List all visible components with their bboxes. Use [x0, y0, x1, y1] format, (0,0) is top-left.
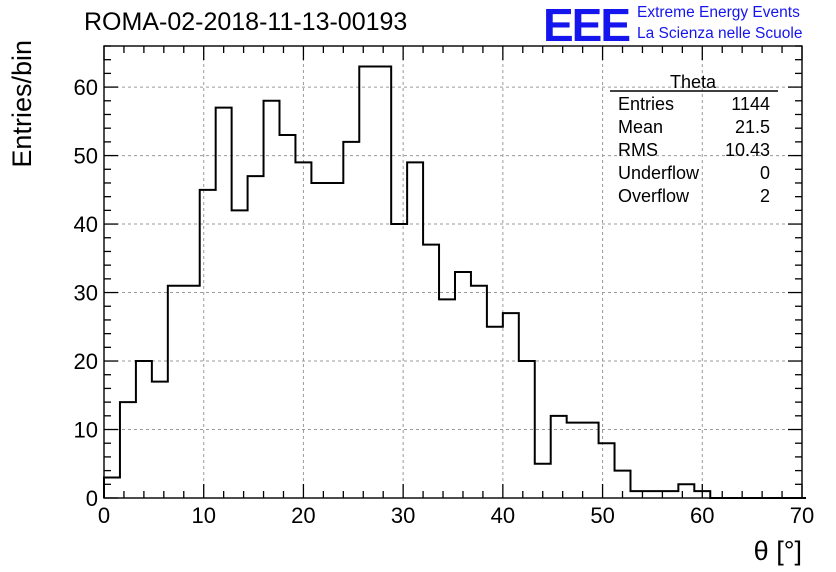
- histogram-bin: [311, 183, 327, 498]
- histogram-bin: [662, 491, 678, 498]
- histogram-bin: [152, 382, 168, 498]
- y-tick-label: 60: [74, 75, 98, 100]
- histogram-bin: [551, 416, 567, 498]
- histogram-outline: [103, 65, 806, 499]
- stats-row-label: Mean: [618, 117, 663, 137]
- y-axis-title: Entries/bin: [7, 40, 37, 168]
- x-tick-label: 10: [191, 503, 215, 528]
- stats-row-label: Overflow: [618, 186, 690, 206]
- histogram-bin: [599, 443, 615, 498]
- run-title: ROMA-02-2018-11-13-00193: [84, 8, 408, 36]
- y-tick-label: 10: [74, 418, 98, 443]
- histogram-bin: [359, 67, 375, 498]
- histogram-bin: [455, 272, 471, 498]
- stats-box: Theta Entries 1144 Mean 21.5 RMS 10.43 Underfl…: [610, 72, 778, 206]
- y-tick-label: 20: [74, 349, 98, 374]
- x-axis-title: θ [°]: [754, 536, 802, 566]
- axis-ticks: [103, 45, 803, 499]
- histogram-bin: [375, 67, 391, 498]
- histogram-bin: [583, 423, 599, 498]
- x-tick-label: 50: [590, 503, 614, 528]
- histogram-bin: [232, 210, 248, 498]
- histogram-bin: [168, 286, 184, 498]
- logo-tagline-1: Extreme Energy Events: [637, 4, 800, 21]
- histogram-bin: [423, 245, 439, 498]
- histogram-bin: [327, 183, 343, 498]
- y-tick-label: 0: [86, 486, 98, 511]
- histogram-bin: [487, 327, 503, 498]
- histogram-bin: [136, 361, 152, 498]
- histogram-bin: [264, 101, 280, 498]
- x-tick-label: 40: [491, 503, 515, 528]
- histogram-bin: [184, 286, 200, 498]
- histogram-bin: [279, 135, 295, 498]
- histogram-bin: [471, 286, 487, 498]
- histogram-bin: [439, 299, 455, 498]
- x-tick-label: 20: [291, 503, 315, 528]
- logo-tagline-2: La Scienza nelle Scuole: [637, 25, 803, 42]
- x-tick-label: 30: [391, 503, 415, 528]
- x-tick-label: 0: [98, 503, 110, 528]
- histogram-bin: [630, 491, 646, 498]
- x-tick-label: 60: [690, 503, 714, 528]
- histogram-bin: [104, 477, 120, 498]
- histogram-bin: [567, 423, 583, 498]
- stats-row-label: Entries: [618, 94, 674, 114]
- histogram-bin: [646, 491, 662, 498]
- stats-row-label: RMS: [618, 140, 658, 160]
- histogram-bin: [120, 402, 136, 498]
- y-tick-label: 40: [74, 212, 98, 237]
- stats-row-value: 1144: [731, 94, 770, 114]
- y-tick-label: 30: [74, 281, 98, 306]
- histogram-bin: [343, 142, 359, 498]
- y-tick-label: 50: [74, 144, 98, 169]
- stats-rows: Entries 1144 Mean 21.5 RMS 10.43 Underflow 0 Ove…: [618, 94, 770, 206]
- x-tick-label: 70: [790, 503, 814, 528]
- stats-row-value: 2: [760, 186, 770, 206]
- stats-row-label: Underflow: [618, 163, 700, 183]
- stats-row-value: 0: [760, 163, 770, 183]
- histogram-bin: [200, 190, 216, 498]
- histogram-bin: [503, 313, 519, 498]
- histogram-bin: [216, 108, 232, 498]
- histogram-bin: [678, 484, 694, 498]
- eee-logo: EEE: [543, 0, 631, 51]
- histogram-bin: [407, 162, 423, 498]
- stats-row-value: 21.5: [735, 117, 770, 137]
- stats-title: Theta: [670, 72, 717, 92]
- plot-frame: [103, 45, 803, 499]
- grid-lines: [104, 46, 802, 498]
- stats-row-value: 10.43: [725, 140, 770, 160]
